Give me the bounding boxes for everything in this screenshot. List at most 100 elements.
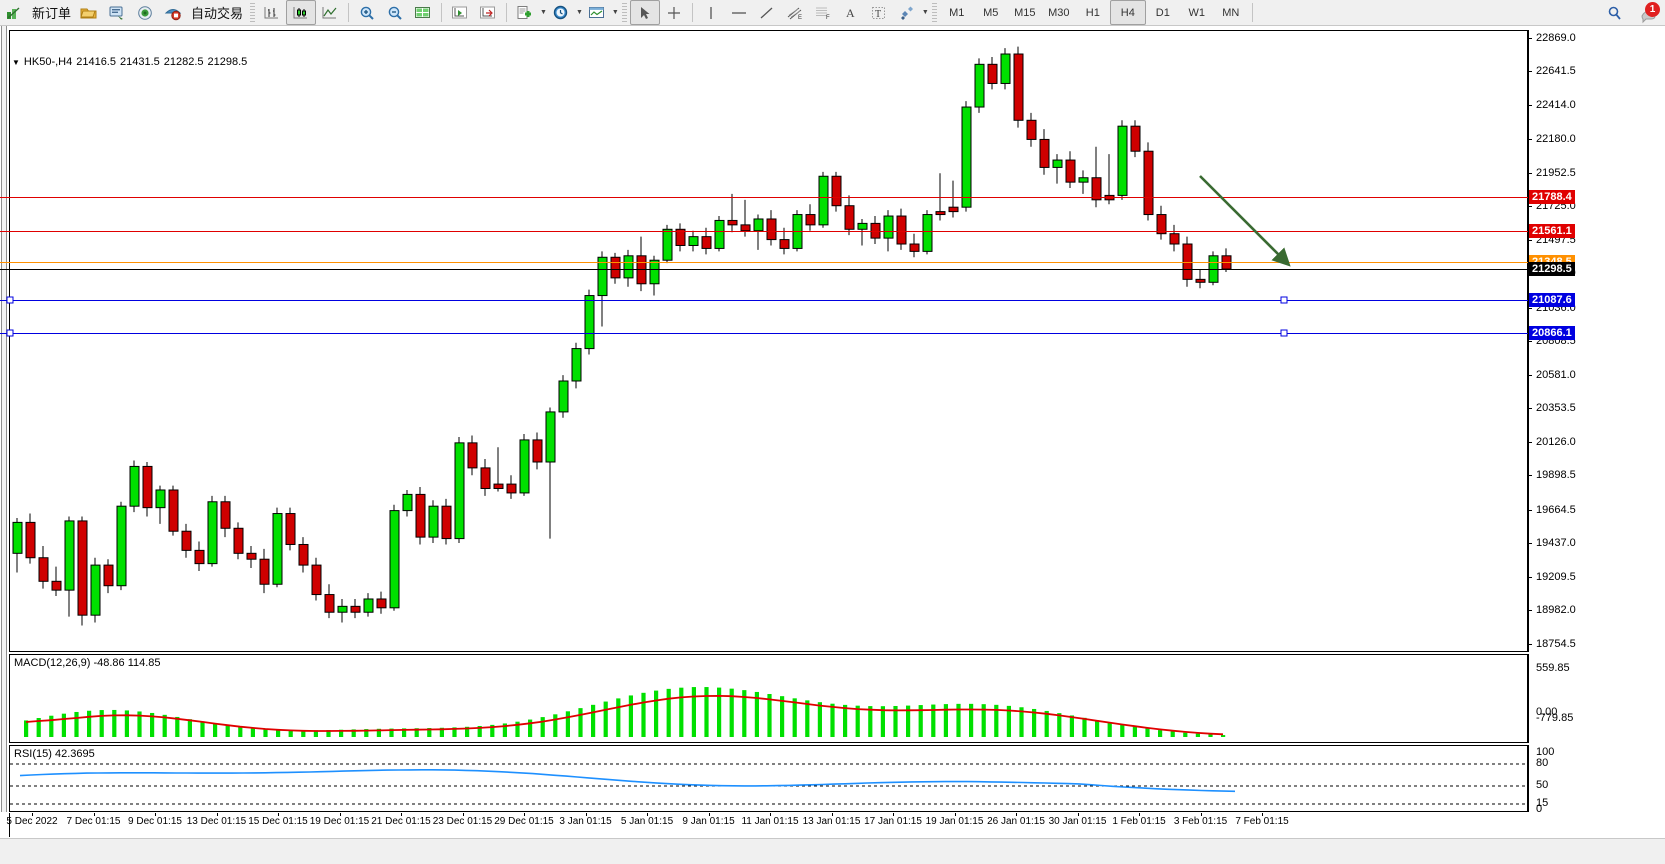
- level-anchor-handle[interactable]: [6, 296, 14, 304]
- macd-pane[interactable]: MACD(12,26,9) -48.86 114.85: [9, 654, 1528, 743]
- time-tick-label: 9 Dec 01:15: [128, 816, 182, 827]
- chevron-down-icon[interactable]: ▼: [540, 9, 547, 16]
- timeframe-m5[interactable]: M5: [983, 6, 999, 19]
- time-tick-label: 21 Dec 01:15: [371, 816, 431, 827]
- chevron-down-icon-2[interactable]: ▼: [575, 9, 583, 16]
- price-pane[interactable]: [9, 30, 1528, 652]
- collapse-caret-icon[interactable]: ▼: [12, 57, 20, 67]
- chevron-down-icon-3[interactable]: ▼: [611, 9, 619, 16]
- time-tick-mark: [462, 813, 464, 816]
- rsi-label: RSI(15) 42.3695: [14, 748, 95, 760]
- level-anchor-handle[interactable]: [1280, 329, 1288, 337]
- trend-arrow-annotation[interactable]: [1195, 171, 1315, 281]
- timeframe-m1[interactable]: M1: [949, 6, 965, 19]
- level-line-support[interactable]: [0, 300, 1528, 302]
- fibonacci-icon[interactable]: F: [809, 1, 837, 24]
- data-window-icon[interactable]: [103, 1, 131, 24]
- time-tick-mark: [831, 813, 833, 816]
- time-tick-mark: [708, 813, 710, 816]
- price-tick-mark: [1528, 408, 1532, 410]
- toolbar-grip-periods[interactable]: [931, 3, 937, 22]
- level-line-support[interactable]: [0, 332, 1528, 334]
- toolbar-separator: [348, 3, 350, 22]
- timeframe-m30[interactable]: M30: [1048, 6, 1070, 19]
- price-tick-mark: [1528, 374, 1532, 376]
- new-order-button[interactable]: [0, 1, 28, 24]
- timeframe-h4[interactable]: H4: [1109, 0, 1146, 25]
- autotrade-label[interactable]: 自动交易: [191, 6, 244, 21]
- price-tick-label: 21952.5: [1536, 166, 1576, 179]
- crosshair-icon[interactable]: [660, 1, 688, 24]
- timeframe-m15[interactable]: M15: [1014, 6, 1036, 19]
- time-tick-mark: [278, 813, 279, 816]
- candlestick-chart-icon[interactable]: [286, 0, 317, 25]
- templates-icon[interactable]: [583, 1, 611, 24]
- drawings-icon[interactable]: [893, 1, 921, 24]
- time-tick-label: 5 Jan 01:15: [620, 816, 674, 827]
- price-axis[interactable]: 22869.0 22641.5 22414.0 22180.0 21952.5 21725…: [1528, 30, 1665, 652]
- time-tick-label: 11 Jan 01:15: [741, 816, 799, 827]
- macd-series: [24, 687, 1226, 737]
- toolbar-group-orders: 新订单 自动交易: [0, 0, 247, 25]
- new-order-label[interactable]: 新订单: [32, 6, 72, 21]
- vline-icon[interactable]: [697, 1, 725, 24]
- level-line-pivot[interactable]: [0, 261, 1528, 263]
- zoom-in-icon[interactable]: [353, 1, 381, 24]
- rsi-axis-divider: [1528, 745, 1529, 812]
- price-tick-mark: [1528, 341, 1532, 343]
- price-tick-mark: [1528, 239, 1532, 241]
- chevron-down-icon-4[interactable]: ▼: [921, 9, 929, 16]
- level-anchor-handle[interactable]: [1280, 296, 1288, 304]
- timeframe-group: M1 M5 M15 M30 H1 H4 D1 W1 MN: [940, 0, 1257, 25]
- zoom-out-icon[interactable]: [381, 1, 409, 24]
- shift-end-icon[interactable]: [446, 1, 474, 24]
- level-anchor-handle[interactable]: [6, 329, 14, 337]
- level-line-resistance[interactable]: [0, 197, 1528, 199]
- time-axis[interactable]: 5 Dec 2022 7 Dec 01:15 9 Dec 01:15 13 Dec 0…: [6, 813, 1529, 837]
- period-clock-icon[interactable]: [547, 1, 575, 24]
- trendline-icon[interactable]: [753, 1, 781, 24]
- time-tick-label: 29 Dec 01:15: [494, 816, 554, 827]
- toolbar-separator-3: [506, 3, 508, 22]
- rsi-pane[interactable]: RSI(15) 42.3695: [9, 745, 1528, 812]
- time-tick-mark: [1077, 813, 1079, 816]
- price-tick-label: 18754.5: [1536, 637, 1576, 650]
- time-tick-mark: [216, 813, 218, 816]
- line-chart-icon[interactable]: [316, 1, 344, 24]
- time-tick-mark: [524, 813, 525, 816]
- level-line-last-price[interactable]: [0, 269, 1528, 271]
- hline-icon[interactable]: [725, 1, 753, 24]
- price-tick-mark: [1528, 71, 1532, 73]
- time-tick-label: 30 Jan 01:15: [1048, 816, 1107, 827]
- price-axis-divider: [1528, 30, 1529, 652]
- text-icon[interactable]: A: [837, 1, 865, 24]
- notification-count: 1: [1645, 1, 1660, 17]
- timeframe-h1[interactable]: H1: [1085, 6, 1100, 19]
- timeframe-mn[interactable]: MN: [1222, 6, 1240, 19]
- bar-chart-icon[interactable]: [258, 1, 286, 24]
- time-tick-label: 1 Feb 01:15: [1112, 816, 1166, 827]
- timeframe-w1[interactable]: W1: [1188, 6, 1206, 19]
- time-tick-mark: [1016, 813, 1017, 816]
- chart-left-scrollbar[interactable]: [0, 26, 9, 812]
- rsi-tick-label: 50: [1536, 779, 1549, 791]
- tile-windows-icon[interactable]: [409, 1, 437, 24]
- toolbar-grip-charts[interactable]: [250, 3, 256, 22]
- navigator-icon[interactable]: [131, 1, 159, 24]
- price-tick-label: 22414.0: [1536, 98, 1576, 111]
- text-label-icon[interactable]: T: [865, 1, 893, 24]
- search-icon[interactable]: [1601, 2, 1629, 25]
- add-indicator-icon[interactable]: [511, 1, 539, 24]
- toolbar-group-shift: ▼ ▼ ▼: [446, 0, 619, 25]
- folder-icon[interactable]: [75, 1, 103, 24]
- toolbar-grip-tools[interactable]: [621, 3, 627, 22]
- notification-icon[interactable]: 1: [1639, 1, 1660, 24]
- shift-start-icon[interactable]: [474, 1, 502, 24]
- timeframe-d1[interactable]: D1: [1155, 6, 1170, 19]
- time-tick-label: 13 Dec 01:15: [186, 816, 247, 827]
- equidistant-channel-icon[interactable]: E: [781, 1, 809, 24]
- autotrade-icon[interactable]: [159, 1, 187, 24]
- level-line-resistance[interactable]: [0, 230, 1528, 232]
- cursor-icon[interactable]: [629, 0, 660, 25]
- time-tick-label: 13 Jan 01:15: [802, 816, 861, 827]
